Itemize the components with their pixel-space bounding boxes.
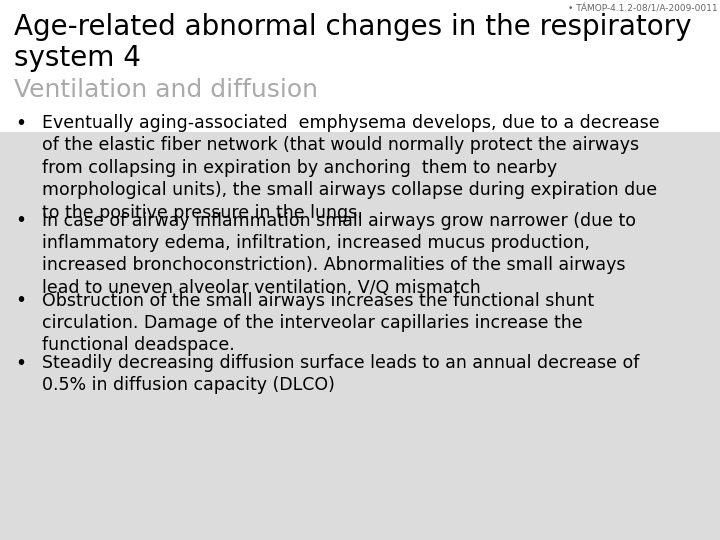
Text: •: •	[15, 354, 26, 373]
Text: Eventually aging-associated  emphysema develops, due to a decrease
of the elasti: Eventually aging-associated emphysema de…	[42, 114, 660, 222]
Text: • TÁMOP-4.1.2-08/1/A-2009-0011: • TÁMOP-4.1.2-08/1/A-2009-0011	[568, 5, 718, 14]
Text: Age-related abnormal changes in the respiratory: Age-related abnormal changes in the resp…	[14, 13, 691, 41]
Text: Ventilation and diffusion: Ventilation and diffusion	[14, 78, 318, 102]
Text: •: •	[15, 292, 26, 310]
Text: •: •	[15, 114, 26, 133]
Text: Steadily decreasing diffusion surface leads to an annual decrease of
0.5% in dif: Steadily decreasing diffusion surface le…	[42, 354, 639, 395]
Text: Obstruction of the small airways increases the functional shunt
circulation. Dam: Obstruction of the small airways increas…	[42, 292, 594, 354]
Text: system 4: system 4	[14, 44, 141, 72]
Bar	[0, 0, 720, 132]
Text: In case of airway inflammation small airways grow narrower (due to
inflammatory : In case of airway inflammation small air…	[42, 212, 636, 297]
Text: •: •	[15, 212, 26, 231]
